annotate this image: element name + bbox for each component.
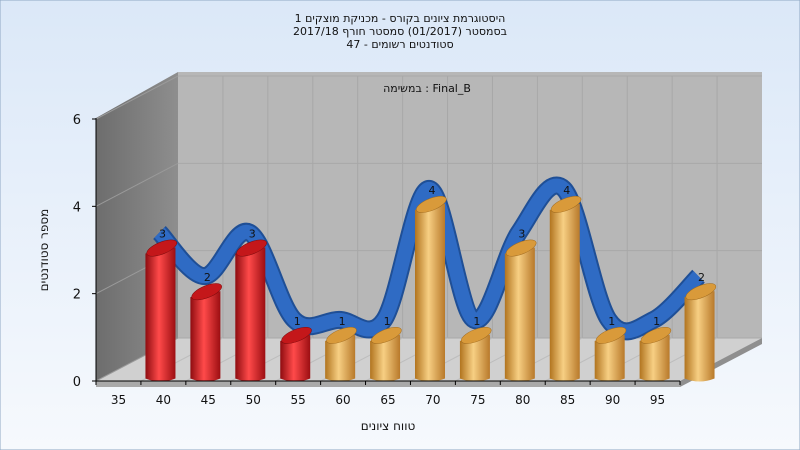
- data-label: 3: [159, 228, 166, 241]
- bar-body: [504, 247, 535, 382]
- x-tick-label: 65: [380, 393, 395, 407]
- bar-body: [415, 203, 445, 382]
- data-label: 1: [473, 315, 480, 328]
- bar-body: [594, 334, 625, 382]
- data-label: 3: [249, 228, 256, 241]
- bar-65: [415, 195, 447, 382]
- bars-group: [145, 195, 717, 382]
- bar-60: [370, 326, 402, 382]
- x-axis-title: טווח ציונים: [361, 419, 416, 433]
- x-tick-label: 60: [335, 393, 350, 407]
- y-axis-ticks: 0 2 4 6: [73, 113, 96, 390]
- bar-top: [595, 326, 627, 344]
- bar-body: [190, 291, 221, 382]
- trend-ribbon: [152, 176, 706, 341]
- data-label: 1: [339, 315, 346, 328]
- bar-70: [459, 326, 492, 382]
- grid-line-side: [95, 75, 179, 120]
- chart-title-line-2: בסמסטר (01/2017) סמסטר חורף 2017/18: [293, 25, 507, 38]
- bar-top: [416, 195, 447, 213]
- y-tick-label: 6: [73, 113, 81, 128]
- bar-body: [684, 291, 715, 382]
- x-tick-label: 80: [515, 393, 530, 407]
- bar-50: [280, 326, 312, 382]
- bar-body: [280, 334, 311, 382]
- bar-top: [460, 326, 492, 344]
- bar-body: [325, 334, 356, 382]
- bar-40: [190, 283, 222, 382]
- plot-floor-edge: [96, 381, 680, 387]
- data-label: 1: [294, 315, 301, 328]
- bar-body: [235, 247, 266, 382]
- data-label: 1: [653, 315, 660, 328]
- x-tick-label: 55: [291, 393, 306, 407]
- data-label: 1: [384, 315, 391, 328]
- bar-top: [550, 195, 582, 213]
- bar-top: [281, 326, 312, 344]
- x-tick-label: 75: [470, 393, 485, 407]
- x-tick-label: 90: [605, 393, 620, 407]
- trend-ribbon-line: [154, 178, 704, 339]
- plot-back-wall: [178, 72, 762, 338]
- bar-body: [639, 334, 670, 382]
- bar-top: [236, 239, 267, 257]
- x-axis-ticks: 35 40 45 50 55 60 65 70 75 80 85 90 95: [95, 381, 681, 407]
- data-label: 2: [204, 271, 211, 284]
- y-axis-title: מספר סטודנטים: [37, 209, 51, 292]
- bar-top: [685, 283, 717, 301]
- x-tick-label: 40: [156, 393, 171, 407]
- bar-top: [326, 326, 357, 344]
- x-tick-label: 50: [246, 393, 261, 407]
- bar-80: [549, 195, 582, 382]
- bar-95: [684, 283, 717, 382]
- x-tick-label: 85: [560, 393, 575, 407]
- grid-line-side: [95, 162, 179, 207]
- data-labels-group: 3 2 3 1 1 1 4 1 3 4 1 1 2: [159, 184, 705, 328]
- bar-45: [235, 239, 267, 382]
- chart-title-line-3: סטודנטים רשומים - 47: [346, 38, 453, 51]
- x-tick-label: 95: [650, 393, 665, 407]
- bar-body: [370, 334, 401, 382]
- data-label: 3: [518, 228, 525, 241]
- x-tick-label: 35: [111, 393, 126, 407]
- data-label: 2: [698, 271, 705, 284]
- data-label: 1: [608, 315, 615, 328]
- bar-body: [459, 334, 490, 382]
- bar-top: [640, 326, 672, 344]
- chart-title-line-1: היסטוגרמת ציונים בקורס - מכניקת מוצקים 1: [295, 12, 506, 25]
- bar-85: [594, 326, 627, 382]
- bar-75: [504, 239, 537, 382]
- x-tick-label: 45: [201, 393, 216, 407]
- assignment-label: במשימה : Final_B: [383, 82, 471, 95]
- y-tick-label: 0: [73, 375, 81, 390]
- bar-top: [191, 283, 222, 301]
- y-tick-label: 2: [73, 288, 81, 303]
- bar-body: [145, 247, 176, 382]
- data-label: 4: [429, 184, 436, 197]
- bar-top: [505, 239, 537, 257]
- data-label: 4: [563, 184, 570, 197]
- bar-90: [639, 326, 672, 382]
- bar-top: [371, 326, 402, 344]
- x-tick-label: 70: [425, 393, 440, 407]
- bar-35: [145, 239, 178, 382]
- bar-body: [549, 203, 580, 382]
- y-tick-label: 4: [73, 200, 81, 215]
- bar-top: [146, 239, 178, 257]
- bar-55: [325, 326, 357, 382]
